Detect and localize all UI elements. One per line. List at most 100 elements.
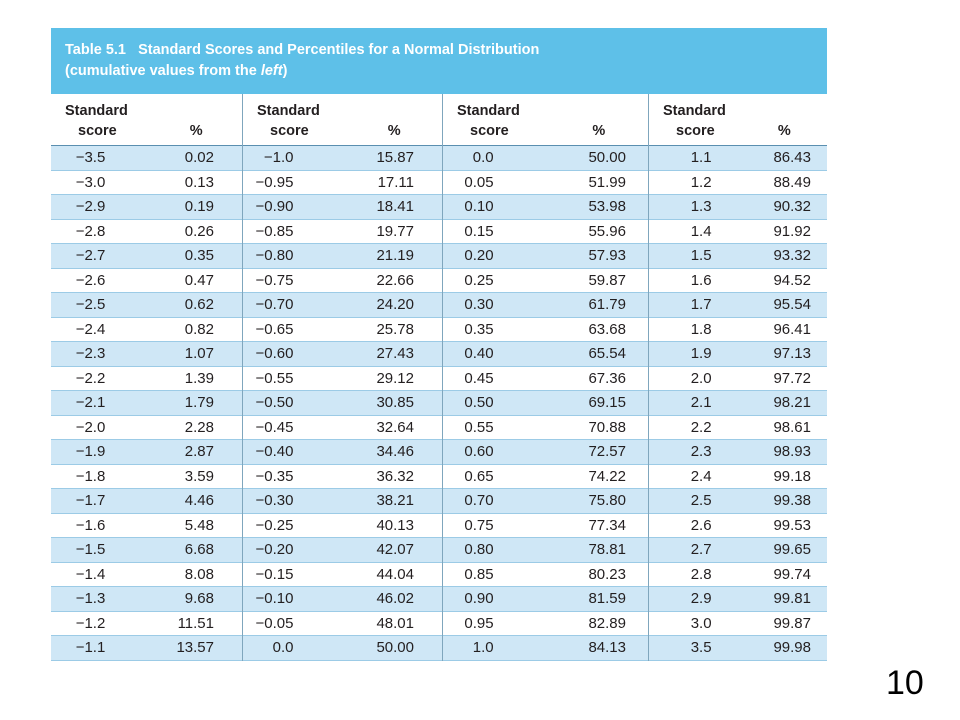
percentile-cell: 84.13 xyxy=(588,639,626,657)
percentile-cell: 36.32 xyxy=(376,467,414,485)
percentile-cell: 95.54 xyxy=(773,296,811,314)
percentile-cell: 18.41 xyxy=(376,198,414,216)
percentile-cell: 88.49 xyxy=(773,173,811,191)
standard-score-cell: −2.0 xyxy=(75,418,106,436)
table-row: 2.5 99.38 xyxy=(649,489,827,514)
standard-score-cell: 3.5 xyxy=(690,639,712,657)
standard-score-cell: −0.20 xyxy=(255,541,294,559)
percentile-cell: 1.39 xyxy=(184,369,214,387)
table-row: −2.5 0.62 xyxy=(51,293,242,318)
standard-score-cell: −3.0 xyxy=(75,173,106,191)
percentile-cell: 65.54 xyxy=(588,345,626,363)
column-group-1: Standard score% −3.5 0.02 −3.0 0.13 −2.9 0.19 −2… xyxy=(51,94,242,661)
standard-score-cell: 0.10 xyxy=(464,198,494,216)
table-row: −2.9 0.19 xyxy=(51,195,242,220)
table-row: −3.0 0.13 xyxy=(51,171,242,195)
percentile-cell: 6.68 xyxy=(184,541,214,559)
standard-score-cell: −1.7 xyxy=(75,492,106,510)
standard-score-cell: 2.1 xyxy=(690,394,712,412)
table-row: 0.15 55.96 xyxy=(443,220,648,244)
percentile-cell: 75.80 xyxy=(588,492,626,510)
table-row: −1.4 8.08 xyxy=(51,563,242,587)
standard-score-cell: 1.9 xyxy=(690,345,712,363)
percentile-cell: 96.41 xyxy=(773,320,811,338)
standard-score-header: Standard score xyxy=(51,94,150,145)
percentile-cell: 94.52 xyxy=(773,271,811,289)
column-header: Standard score% xyxy=(51,94,242,146)
table-row: 0.35 63.68 xyxy=(443,318,648,342)
percentile-cell: 99.53 xyxy=(773,516,811,534)
percentile-cell: 63.68 xyxy=(588,320,626,338)
standard-score-cell: −0.50 xyxy=(255,394,294,412)
percentile-cell: 77.34 xyxy=(588,516,626,534)
percentile-cell: 93.32 xyxy=(773,247,811,265)
table-row: 2.0 97.72 xyxy=(649,367,827,391)
standard-score-cell: 0.65 xyxy=(464,467,494,485)
standard-score-cell: −0.40 xyxy=(255,443,294,461)
percentile-cell: 0.82 xyxy=(184,320,214,338)
table-label: Table 5.1 xyxy=(65,42,126,58)
standard-score-cell: 0.90 xyxy=(464,590,494,608)
standard-score-cell: 0.95 xyxy=(464,614,494,632)
table-row: 1.4 91.92 xyxy=(649,220,827,244)
table-row: −0.95 17.11 xyxy=(243,171,442,195)
header-line-1: Standard xyxy=(663,103,726,119)
table-row: 2.1 98.21 xyxy=(649,391,827,416)
standard-score-cell: −2.1 xyxy=(75,394,106,412)
table-row: 0.20 57.93 xyxy=(443,244,648,269)
table-row: −0.85 19.77 xyxy=(243,220,442,244)
percentile-cell: 99.81 xyxy=(773,590,811,608)
standard-score-cell: 1.4 xyxy=(690,222,712,240)
standard-score-header: Standard score xyxy=(443,94,550,145)
standard-score-cell: 2.6 xyxy=(690,516,712,534)
table-row: −0.20 42.07 xyxy=(243,538,442,563)
table-row: −1.3 9.68 xyxy=(51,587,242,612)
percentile-cell: 97.72 xyxy=(773,369,811,387)
table-row: 0.60 72.57 xyxy=(443,440,648,465)
standard-score-cell: −0.65 xyxy=(255,320,294,338)
normal-distribution-table: Table 5.1 Standard Scores and Percentile… xyxy=(51,28,827,666)
subtitle-italic: left xyxy=(260,63,283,79)
table-row: 0.55 70.88 xyxy=(443,416,648,440)
standard-score-cell: 0.15 xyxy=(464,222,494,240)
table-row: 3.5 99.98 xyxy=(649,636,827,661)
percentile-cell: 99.87 xyxy=(773,614,811,632)
caption-subtitle-line: (cumulative values from the left) xyxy=(65,61,827,82)
standard-score-cell: −0.85 xyxy=(255,222,294,240)
standard-score-cell: 0.80 xyxy=(464,541,494,559)
standard-score-cell: −1.3 xyxy=(75,590,106,608)
standard-score-header: Standard score xyxy=(243,94,346,145)
standard-score-cell: 2.9 xyxy=(690,590,712,608)
table-row: 1.3 90.32 xyxy=(649,195,827,220)
percentile-cell: 99.74 xyxy=(773,565,811,583)
table-row: 2.8 99.74 xyxy=(649,563,827,587)
table-row: −2.2 1.39 xyxy=(51,367,242,391)
percentile-cell: 34.46 xyxy=(376,443,414,461)
percentile-cell: 98.21 xyxy=(773,394,811,412)
percentile-cell: 5.48 xyxy=(184,516,214,534)
standard-score-cell: 1.0 xyxy=(472,639,494,657)
table-row: −1.6 5.48 xyxy=(51,514,242,538)
standard-score-cell: 1.1 xyxy=(690,149,712,167)
percent-header: % xyxy=(387,123,401,139)
standard-score-cell: −2.5 xyxy=(75,296,106,314)
percentile-cell: 98.61 xyxy=(773,418,811,436)
table-row: −0.45 32.64 xyxy=(243,416,442,440)
table-row: −3.5 0.02 xyxy=(51,146,242,171)
table-row: 0.75 77.34 xyxy=(443,514,648,538)
table-row: 1.1 86.43 xyxy=(649,146,827,171)
standard-score-cell: −0.35 xyxy=(255,467,294,485)
standard-score-cell: 0.75 xyxy=(464,516,494,534)
standard-score-cell: 1.2 xyxy=(690,173,712,191)
table-row: 2.3 98.93 xyxy=(649,440,827,465)
standard-score-cell: −0.75 xyxy=(255,271,294,289)
percentile-cell: 21.19 xyxy=(376,247,414,265)
table-row: 1.0 84.13 xyxy=(443,636,648,661)
percentile-cell: 80.23 xyxy=(588,565,626,583)
standard-score-cell: −0.70 xyxy=(255,296,294,314)
table-row: −2.1 1.79 xyxy=(51,391,242,416)
table-row: −0.35 36.32 xyxy=(243,465,442,489)
percentile-cell: 0.26 xyxy=(184,222,214,240)
table-row: 0.90 81.59 xyxy=(443,587,648,612)
table-row: −0.75 22.66 xyxy=(243,269,442,293)
